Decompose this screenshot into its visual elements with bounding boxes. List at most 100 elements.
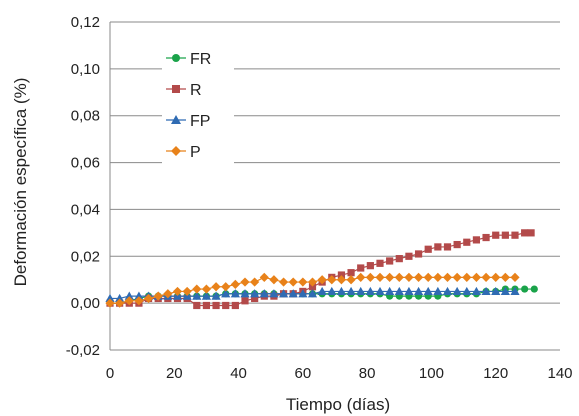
data-point-fp (278, 289, 289, 298)
data-point-fp (134, 291, 144, 300)
data-point-p (307, 277, 318, 287)
data-point-fp (481, 286, 491, 296)
data-point-p (423, 272, 433, 282)
y-tick-label: 0,06 (71, 155, 100, 172)
data-point-p (500, 272, 510, 282)
y-tick-label: 0,12 (71, 14, 100, 31)
legend-item-p: P (166, 144, 201, 161)
data-point-p (471, 272, 482, 282)
legend-label: FP (190, 113, 210, 130)
data-point-fp (307, 289, 318, 298)
data-point-p (298, 277, 308, 287)
data-point-p (452, 272, 462, 282)
data-point-fp (269, 289, 279, 298)
data-point-fp (192, 291, 202, 300)
data-point-p (153, 291, 163, 301)
data-point-p (163, 289, 173, 299)
data-point-fp (491, 286, 501, 296)
data-point-p (182, 286, 192, 297)
data-point-p (481, 272, 491, 282)
data-point-fp (221, 289, 231, 298)
data-point-p (462, 272, 472, 282)
y-axis-title: Deformación específica (%) (11, 78, 30, 287)
data-point-r (347, 269, 355, 277)
data-point-fp (462, 286, 472, 296)
data-point-r (222, 301, 230, 310)
data-point-fp (259, 289, 269, 298)
data-point-p (327, 275, 337, 285)
data-point-p (201, 284, 212, 294)
data-point-fp (385, 286, 395, 296)
data-point-fp (327, 286, 337, 296)
data-point-p (105, 298, 115, 308)
legend-label: R (190, 82, 202, 99)
data-point-fp (317, 286, 327, 296)
data-point-p (221, 282, 231, 292)
data-point-p (134, 296, 144, 306)
data-point-r (231, 301, 239, 310)
data-point-r (527, 229, 535, 237)
y-tick-label: 0,08 (71, 108, 100, 125)
data-point-fp (298, 289, 308, 298)
data-point-fp (510, 286, 520, 296)
data-point-fp (423, 286, 433, 296)
y-tick-label: 0,10 (71, 61, 100, 78)
data-point-fp (240, 289, 250, 298)
data-point-r (241, 297, 249, 305)
data-point-r (424, 245, 432, 253)
data-point-r (453, 240, 461, 249)
data-point-r (376, 259, 384, 267)
legend-marker-fp (171, 115, 181, 124)
data-point-fp (201, 291, 212, 300)
data-point-r (472, 236, 481, 244)
data-point-p (230, 279, 240, 289)
data-point-p (269, 275, 279, 285)
data-point-p (259, 272, 269, 282)
data-point-p (172, 286, 183, 297)
series-fp (105, 286, 520, 303)
data-point-p (413, 272, 424, 282)
data-marks (105, 229, 538, 310)
data-point-r (492, 231, 500, 239)
data-point-r (443, 243, 452, 251)
x-tick-label: 80 (359, 365, 376, 382)
data-point-fp (346, 286, 356, 296)
data-point-p (288, 277, 298, 287)
data-point-fp (365, 286, 375, 296)
data-point-fp (356, 286, 366, 296)
data-point-r (414, 250, 423, 258)
data-point-p (365, 272, 375, 282)
data-point-p (211, 282, 221, 292)
legend: FR R FP P (162, 44, 234, 164)
x-tick-label: 120 (483, 365, 508, 382)
data-point-p (385, 272, 395, 282)
data-point-p (240, 277, 250, 287)
y-tick-label: 0,00 (71, 295, 100, 312)
legend-marker-r (172, 85, 180, 93)
data-point-fp (336, 286, 347, 296)
y-tick-label: 0,04 (71, 201, 100, 218)
data-point-r (251, 294, 259, 303)
data-point-p (491, 272, 501, 282)
data-point-fp (413, 286, 424, 296)
data-point-p (250, 277, 260, 287)
data-point-p (192, 284, 202, 294)
data-point-fp (500, 286, 510, 296)
y-tick-label: -0,02 (66, 342, 100, 359)
data-point-p (346, 275, 356, 285)
data-point-r (395, 255, 403, 263)
data-point-p (404, 272, 414, 282)
legend-item-fr: FR (166, 51, 211, 68)
data-point-fr (530, 285, 538, 293)
data-point-r (193, 301, 201, 310)
data-point-fp (105, 293, 115, 303)
data-point-fp (452, 286, 462, 296)
x-axis-title: Tiempo (días) (286, 395, 390, 414)
y-tick-label: 0,02 (71, 248, 100, 265)
data-point-r (521, 229, 529, 237)
legend-background (162, 44, 234, 164)
data-point-fp (471, 286, 482, 296)
data-point-p (356, 272, 366, 282)
data-point-r (463, 238, 471, 246)
